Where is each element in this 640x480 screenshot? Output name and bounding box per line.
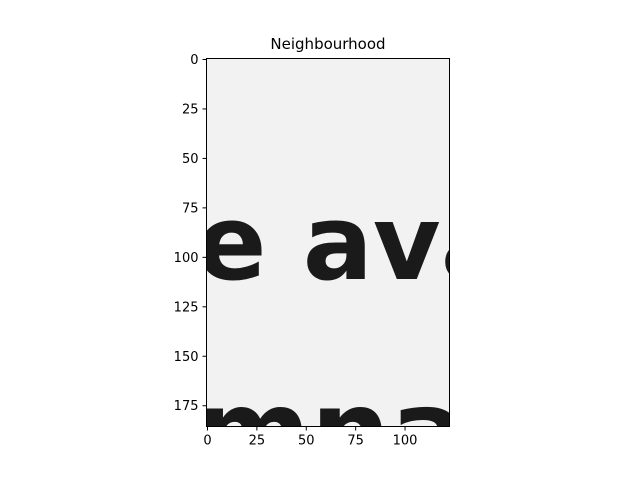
axes-frame [206,58,450,427]
y-tick-label: 0 [190,53,198,68]
x-tick-label: 0 [203,434,211,449]
image-text-line-2: mnar [194,367,521,480]
x-axis: 0 25 50 75 100 [203,426,418,449]
x-tick-label: 25 [249,434,266,449]
plot-area: e ava mnar [194,58,521,480]
y-tick-label: 175 [174,399,199,414]
y-axis: 0 25 50 75 100 125 150 175 [174,53,207,414]
y-tick-label: 100 [174,251,199,266]
x-tick-label: 50 [298,434,315,449]
x-tick-label: 100 [393,434,418,449]
image-grain [206,58,450,427]
y-tick-label: 125 [174,300,199,315]
chart-title: Neighbourhood [270,35,385,53]
y-tick-label: 50 [182,152,199,167]
x-tick-label: 75 [347,434,364,449]
y-tick-label: 25 [182,102,199,117]
y-tick-label: 150 [174,350,199,365]
image-text-line-1: e ava [196,182,511,304]
y-tick-label: 75 [182,201,199,216]
